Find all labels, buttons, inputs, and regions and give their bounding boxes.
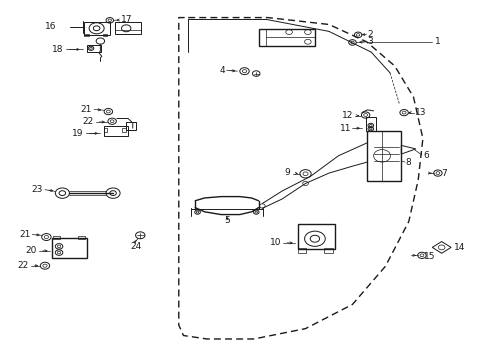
- Bar: [297, 224, 334, 249]
- Text: 8: 8: [405, 158, 410, 167]
- Text: 6: 6: [422, 151, 428, 160]
- Text: 4: 4: [219, 66, 224, 75]
- Text: 24: 24: [130, 242, 141, 251]
- Text: 21: 21: [81, 105, 92, 114]
- Bar: [78, 236, 85, 239]
- Bar: [87, 45, 101, 52]
- Bar: [367, 131, 401, 181]
- Bar: [102, 34, 107, 36]
- Bar: [115, 22, 141, 34]
- Text: 11: 11: [339, 123, 350, 132]
- Text: 16: 16: [45, 22, 57, 31]
- Bar: [53, 236, 60, 239]
- Text: 1: 1: [434, 37, 440, 46]
- Bar: [297, 248, 305, 253]
- Text: 22: 22: [82, 117, 93, 126]
- Text: 3: 3: [367, 37, 372, 46]
- Bar: [84, 22, 109, 35]
- Bar: [258, 29, 314, 46]
- Text: 10: 10: [269, 238, 281, 247]
- Text: 22: 22: [18, 261, 29, 270]
- Text: 13: 13: [414, 108, 426, 117]
- Text: 7: 7: [440, 168, 446, 177]
- Text: 18: 18: [52, 45, 63, 54]
- Bar: [122, 128, 126, 132]
- Text: 17: 17: [121, 15, 132, 24]
- Text: 14: 14: [453, 243, 464, 252]
- Text: 15: 15: [424, 252, 435, 261]
- Bar: [103, 126, 128, 136]
- Text: 19: 19: [72, 129, 84, 138]
- Bar: [324, 248, 332, 253]
- Bar: [126, 122, 135, 130]
- Text: 23: 23: [32, 185, 43, 194]
- Text: 2: 2: [367, 30, 372, 39]
- Bar: [365, 117, 375, 131]
- Text: 21: 21: [19, 230, 30, 239]
- Text: 12: 12: [341, 111, 353, 120]
- Text: 9: 9: [284, 168, 289, 177]
- Text: 20: 20: [25, 246, 37, 255]
- Bar: [103, 128, 107, 132]
- Bar: [84, 34, 88, 36]
- Bar: [52, 238, 87, 258]
- Text: 5: 5: [224, 216, 229, 225]
